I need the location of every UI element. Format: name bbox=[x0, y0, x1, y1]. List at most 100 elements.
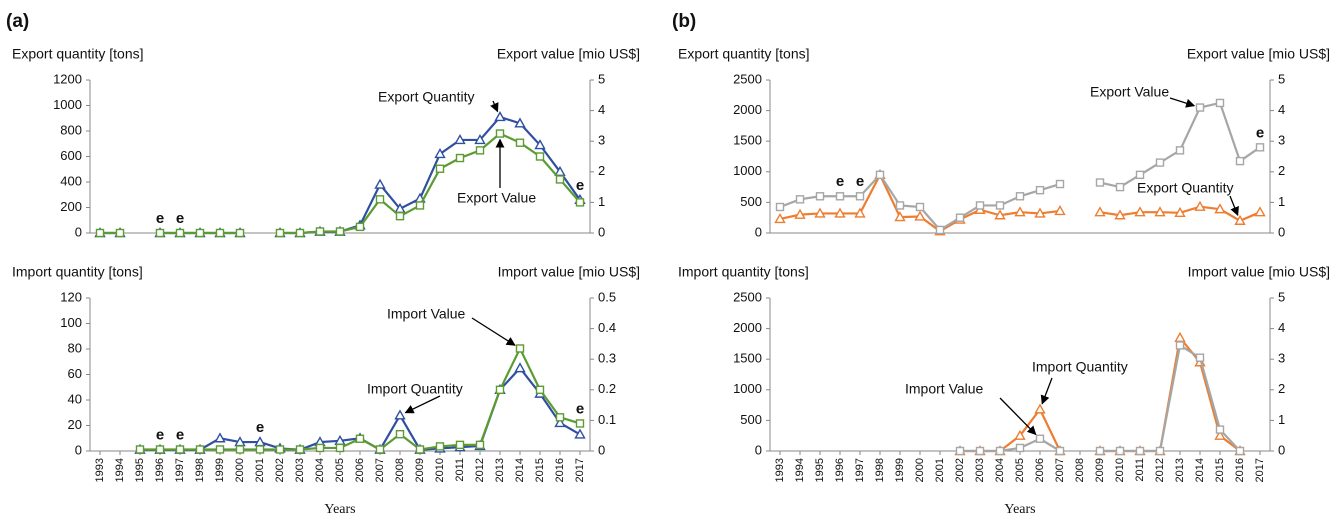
point bbox=[894, 211, 906, 222]
x-tick-label: 2016 bbox=[1234, 458, 1246, 482]
point bbox=[835, 192, 845, 201]
point bbox=[275, 228, 285, 238]
point bbox=[1255, 143, 1265, 152]
x-tick-label: 2008 bbox=[1074, 458, 1086, 482]
point bbox=[1234, 214, 1246, 225]
point bbox=[1094, 206, 1106, 217]
point bbox=[1175, 341, 1185, 350]
x-tick-label: 1993 bbox=[94, 458, 106, 482]
point bbox=[295, 228, 305, 238]
point bbox=[475, 440, 485, 450]
x-tick-label: 2010 bbox=[434, 458, 446, 482]
x-tick-label: 2010 bbox=[1114, 458, 1126, 482]
y-tick-label: 1000 bbox=[733, 163, 762, 178]
x-tick-label: 1999 bbox=[214, 458, 226, 482]
x-tick-label: 1995 bbox=[134, 458, 146, 482]
estimate-note: e bbox=[176, 210, 184, 227]
point bbox=[995, 201, 1005, 210]
point bbox=[1235, 156, 1245, 166]
point bbox=[1175, 146, 1185, 155]
y-axis-label: Import quantity [tons] bbox=[678, 264, 809, 280]
y-tick-label: 1000 bbox=[53, 97, 82, 112]
x-tick-label: 1996 bbox=[834, 458, 846, 482]
series-label: Export Quantity bbox=[378, 89, 475, 105]
x-tick-label: 1995 bbox=[814, 458, 826, 482]
y2-tick-label: 0.3 bbox=[598, 351, 616, 366]
annotation-arrow bbox=[490, 100, 499, 113]
y-tick-label: 2000 bbox=[733, 102, 762, 117]
point bbox=[555, 413, 565, 422]
point bbox=[1174, 206, 1186, 218]
y2-tick-label: 2 bbox=[1278, 381, 1285, 396]
y2-tick-label: 1 bbox=[1278, 412, 1285, 427]
x-tick-label: 2000 bbox=[914, 458, 926, 482]
y-tick-label: 1500 bbox=[733, 351, 762, 366]
point bbox=[395, 211, 405, 221]
y2-tick-label: 5 bbox=[598, 71, 605, 86]
x-tick-label: 2005 bbox=[1014, 458, 1026, 482]
point bbox=[955, 446, 965, 456]
point bbox=[1215, 98, 1225, 108]
point bbox=[195, 228, 205, 238]
estimate-note: e bbox=[836, 173, 844, 190]
point bbox=[1254, 206, 1266, 217]
point bbox=[95, 228, 105, 238]
point bbox=[854, 207, 866, 218]
annotation-arrow bbox=[1229, 195, 1239, 217]
point bbox=[935, 225, 945, 235]
x-tick-label: 1998 bbox=[194, 458, 206, 482]
x-tick-label: 2001 bbox=[934, 458, 946, 482]
point bbox=[514, 362, 526, 373]
x-tick-label: 2012 bbox=[1154, 458, 1166, 482]
y2-axis-label: Export value [mio US$] bbox=[1187, 46, 1330, 62]
point bbox=[515, 344, 525, 353]
estimate-note: e bbox=[156, 426, 164, 443]
y2-tick-label: 0 bbox=[1278, 224, 1285, 239]
point bbox=[495, 385, 505, 394]
y-axis-label: Export quantity [tons] bbox=[12, 46, 144, 62]
chart: (a) Export quantity [tons] Export value [m… bbox=[6, 11, 640, 239]
point bbox=[554, 417, 566, 428]
series-label: Import Quantity bbox=[1032, 359, 1128, 375]
point bbox=[1135, 446, 1145, 456]
point bbox=[1035, 434, 1045, 443]
point bbox=[295, 445, 305, 454]
point bbox=[534, 139, 546, 150]
estimate-note: e bbox=[176, 426, 184, 443]
x-tick-label: 2013 bbox=[494, 458, 506, 482]
y2-tick-label: 0 bbox=[1278, 442, 1285, 457]
point bbox=[1214, 429, 1226, 440]
x-tick-label: 2007 bbox=[374, 458, 386, 482]
y-tick-label: 60 bbox=[68, 366, 82, 381]
x-tick-label: 2011 bbox=[454, 458, 466, 482]
point bbox=[774, 212, 786, 224]
x-tick-label: 2014 bbox=[514, 458, 526, 482]
point bbox=[1154, 206, 1166, 217]
chart: (b) Export quantity [tons] Export value [m… bbox=[672, 11, 1330, 239]
series-label: Import Quantity bbox=[367, 381, 463, 397]
point bbox=[355, 434, 365, 443]
point bbox=[215, 228, 225, 238]
y-tick-label: 400 bbox=[60, 173, 82, 188]
panel-label: (b) bbox=[672, 11, 696, 32]
estimate-note: e bbox=[576, 177, 584, 194]
point bbox=[135, 445, 145, 454]
point bbox=[375, 445, 385, 454]
y-axis-label: Import quantity [tons] bbox=[12, 264, 143, 280]
point bbox=[834, 207, 846, 218]
y-tick-label: 80 bbox=[68, 340, 82, 355]
y2-tick-label: 3 bbox=[1278, 351, 1285, 366]
point bbox=[1035, 185, 1045, 195]
x-tick-label: 2003 bbox=[974, 458, 986, 482]
point bbox=[275, 445, 285, 454]
point bbox=[175, 228, 185, 238]
x-tick-label: 2004 bbox=[314, 458, 326, 482]
x-tick-label: 2006 bbox=[1034, 458, 1046, 482]
point bbox=[475, 146, 485, 155]
point bbox=[1014, 206, 1026, 217]
point bbox=[1195, 353, 1205, 362]
y-tick-label: 2500 bbox=[733, 71, 762, 86]
point bbox=[1115, 182, 1125, 192]
y-tick-label: 600 bbox=[60, 148, 82, 163]
